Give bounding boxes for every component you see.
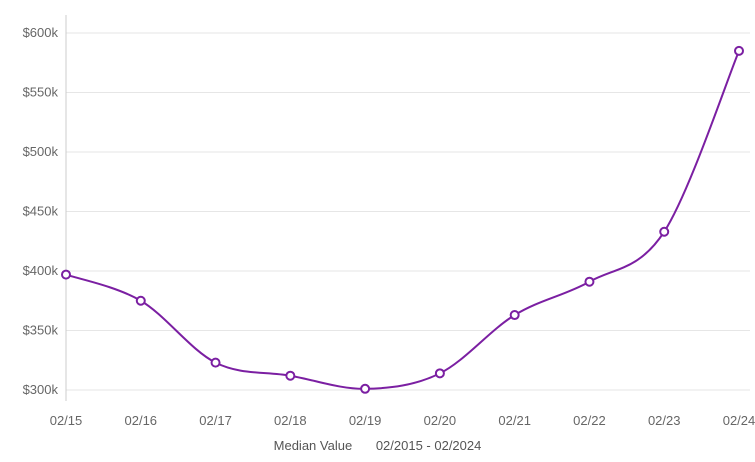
y-tick-label: $300k	[23, 382, 59, 397]
x-tick-label: 02/15	[50, 413, 83, 428]
data-point[interactable]	[659, 226, 670, 237]
data-point[interactable]	[135, 295, 146, 306]
y-tick-label: $550k	[23, 85, 59, 100]
x-tick-label: 02/18	[274, 413, 307, 428]
legend-date-range: 02/2015 - 02/2024	[375, 438, 482, 453]
data-point[interactable]	[360, 383, 371, 394]
legend-label[interactable]: Median Value	[273, 438, 353, 453]
data-point[interactable]	[210, 357, 221, 368]
x-tick-label: 02/16	[125, 413, 158, 428]
x-tick-label: 02/21	[498, 413, 531, 428]
data-point[interactable]	[285, 370, 296, 381]
x-tick-label: 02/22	[573, 413, 606, 428]
data-point[interactable]	[434, 368, 445, 379]
x-tick-label: 02/17	[199, 413, 232, 428]
data-point[interactable]	[584, 276, 595, 287]
grid-lines	[66, 32, 750, 391]
data-point[interactable]	[61, 269, 71, 280]
x-axis-tick-labels: 02/15 02/16 02/17 02/18 02/19 02/20 02/21 02/22…	[50, 413, 755, 428]
data-points	[61, 45, 744, 394]
y-tick-label: $400k	[23, 263, 59, 278]
y-tick-label: $500k	[23, 144, 59, 159]
data-point[interactable]	[509, 310, 520, 321]
x-tick-label: 02/23	[648, 413, 681, 428]
data-point[interactable]	[734, 45, 744, 56]
series-median-value	[65, 50, 740, 390]
x-tick-label: 02/24	[723, 413, 755, 428]
y-axis-tick-labels: $300k $350k $400k $450k $500k $550k $600k	[23, 25, 59, 397]
series-line	[65, 50, 740, 390]
legend: Median Value 02/2015 - 02/2024	[0, 438, 755, 453]
x-tick-label: 02/19	[349, 413, 382, 428]
y-tick-label: $600k	[23, 25, 59, 40]
y-tick-label: $350k	[23, 323, 59, 338]
x-tick-label: 02/20	[424, 413, 457, 428]
y-tick-label: $450k	[23, 204, 59, 219]
